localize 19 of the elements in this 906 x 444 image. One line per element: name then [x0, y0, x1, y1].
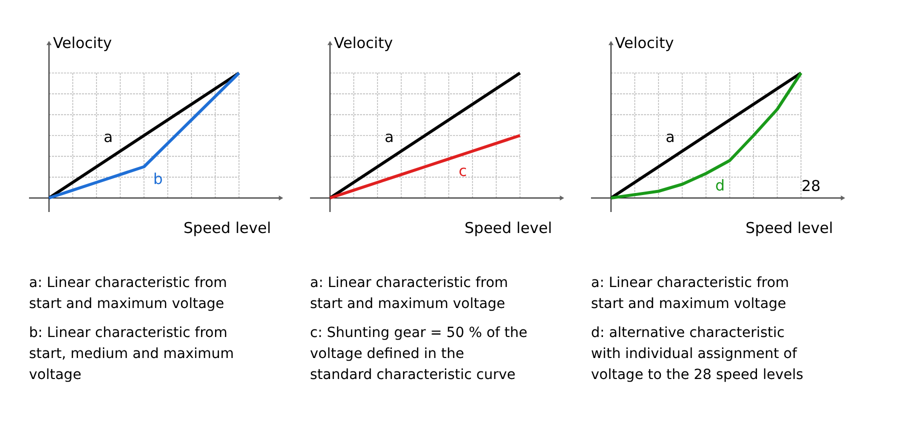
series-label: b [153, 170, 163, 188]
series-label: d [715, 176, 725, 194]
text: c: Shunting gear = 50 % of the voltage defined in the standard characteristic curve [310, 325, 528, 383]
series-label: a [384, 128, 394, 146]
text: b: Linear characteristic from start, medium and maximum voltage [29, 325, 234, 383]
x-axis-title: Speed level [746, 219, 833, 237]
x-axis-title: Speed level [464, 219, 552, 237]
y-axis-title: Velocity [615, 34, 674, 52]
text: 28 [801, 177, 821, 195]
text: a: Linear characteristic from start and maximum voltage [310, 275, 508, 312]
y-axis-title: Velocity [334, 34, 393, 52]
series-label: a [666, 128, 675, 146]
series-label: c [458, 162, 467, 180]
text: a: Linear characteristic from start and maximum voltage [29, 275, 228, 312]
text: d: alternative characteristic with individual assignment of voltage to the 28 speed levels [591, 325, 804, 383]
y-axis-title: Velocity [53, 34, 112, 52]
text: a: Linear characteristic from start and maximum voltage [591, 275, 790, 312]
x-axis-title: Speed level [184, 219, 271, 237]
series-label: a [104, 128, 113, 146]
